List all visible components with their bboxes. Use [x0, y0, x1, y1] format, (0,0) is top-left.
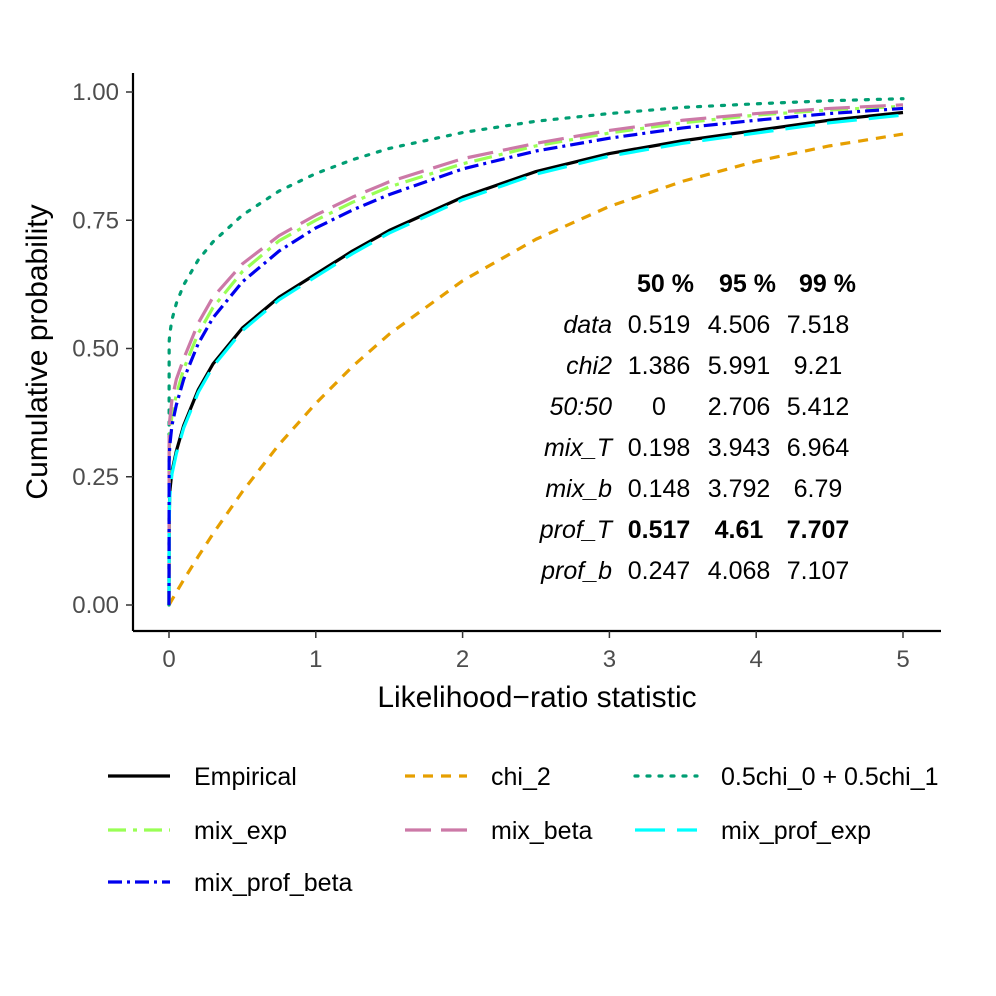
table-cell: 0	[652, 393, 666, 421]
legend-label: mix_beta	[491, 817, 593, 845]
series-line-mix-prof-beta	[167, 106, 904, 606]
x-tick-label: 1	[309, 646, 322, 673]
axis-ticks: 0 1 2 3 4 5 0.00 0.25 0.50 0.75 1.00	[72, 79, 909, 673]
table-header: 95 %	[719, 270, 776, 298]
table-row-label: prof_T	[539, 516, 614, 544]
table-row-label: data	[563, 311, 612, 339]
series-line-0-5chi-0-0-5chi-1	[167, 97, 905, 607]
y-tick-label: 0.00	[72, 592, 119, 619]
table-cell: 5.991	[708, 352, 771, 380]
x-axis-title: Likelihood−ratio statistic	[377, 681, 696, 714]
series-line-chi-2	[167, 132, 904, 607]
table-row-label: chi2	[566, 352, 612, 380]
table-cell: 3.792	[708, 475, 771, 503]
legend-label: mix_prof_beta	[194, 869, 353, 897]
table-cell: 4.068	[708, 557, 771, 585]
series-line-mix-exp	[167, 104, 904, 606]
table-header: 50 %	[637, 270, 694, 298]
table-row-label: mix_T	[544, 434, 614, 462]
x-tick-label: 3	[603, 646, 616, 673]
x-tick-label: 5	[896, 646, 909, 673]
table-cell: 0.517	[628, 516, 691, 544]
table-cell: 5.412	[787, 393, 850, 421]
series-line-mix-prof-exp	[167, 113, 904, 606]
table-header: 99 %	[799, 270, 856, 298]
legend-label: mix_exp	[194, 817, 287, 845]
table-cell: 7.518	[787, 311, 850, 339]
table-cell: 4.506	[708, 311, 771, 339]
table-cell: 6.79	[794, 475, 843, 503]
y-tick-label: 1.00	[72, 79, 119, 106]
table-cell: 2.706	[708, 393, 771, 421]
x-tick-label: 4	[750, 646, 763, 673]
table-cell: 0.519	[628, 311, 691, 339]
legend-label: Empirical	[194, 763, 297, 791]
quantile-table: 50 % 95 % 99 % data 0.519 4.506 7.518 chi2 1.386…	[539, 270, 856, 585]
y-tick-label: 0.25	[72, 464, 119, 491]
y-tick-label: 0.50	[72, 336, 119, 363]
table-row-label: mix_b	[545, 475, 612, 503]
legend: Empirical chi_2 0.5chi_0 + 0.5chi_1 mix_exp…	[108, 763, 939, 897]
legend-label: chi_2	[491, 763, 551, 791]
legend-label: 0.5chi_0 + 0.5chi_1	[721, 763, 939, 791]
table-cell: 7.107	[787, 557, 850, 585]
x-tick-label: 2	[456, 646, 469, 673]
table-cell: 0.198	[628, 434, 691, 462]
table-row-label: 50:50	[549, 393, 612, 421]
table-cell: 7.707	[787, 516, 850, 544]
y-tick-label: 0.75	[72, 207, 119, 234]
table-cell: 9.21	[794, 352, 843, 380]
table-cell: 0.247	[628, 557, 691, 585]
table-cell: 1.386	[628, 352, 691, 380]
axes	[131, 73, 941, 633]
table-cell: 3.943	[708, 434, 771, 462]
table-cell: 4.61	[715, 516, 764, 544]
legend-label: mix_prof_exp	[721, 817, 871, 845]
table-row-label: prof_b	[540, 557, 612, 585]
x-tick-label: 0	[162, 646, 175, 673]
table-cell: 0.148	[628, 475, 691, 503]
plot-curves	[167, 97, 905, 607]
table-cell: 6.964	[787, 434, 850, 462]
y-axis-title: Cumulative probability	[21, 204, 54, 499]
